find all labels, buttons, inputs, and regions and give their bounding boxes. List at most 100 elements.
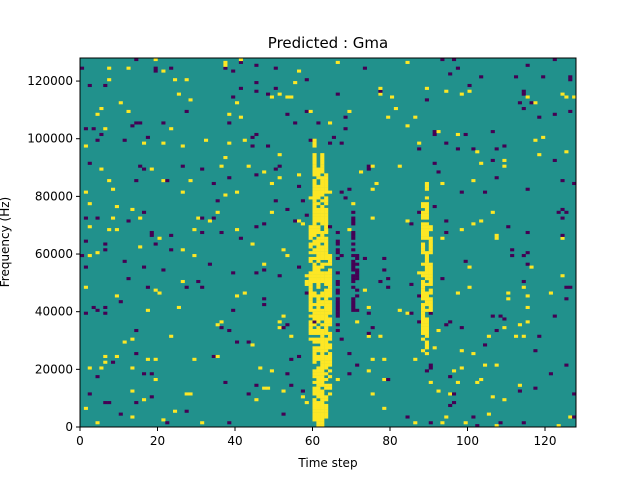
- heatmap-cell: [405, 219, 410, 223]
- heatmap-cell: [308, 300, 313, 304]
- heatmap-cell: [479, 161, 484, 165]
- heatmap-cell: [486, 334, 491, 338]
- heatmap-cell: [355, 294, 360, 298]
- heatmap-cell: [223, 60, 228, 64]
- heatmap-cell: [254, 63, 259, 67]
- heatmap-cell: [548, 291, 553, 295]
- heatmap-cell: [153, 377, 158, 382]
- heatmap-cell: [262, 297, 267, 301]
- heatmap-cell: [308, 228, 313, 232]
- heatmap-cell: [293, 121, 298, 125]
- heatmap-cell: [463, 132, 468, 137]
- heatmap-cell: [122, 340, 127, 344]
- heatmap-cell: [537, 153, 542, 157]
- x-tick-label: 100: [456, 434, 479, 448]
- heatmap-cell: [467, 89, 472, 93]
- heatmap-cell: [312, 262, 317, 266]
- heatmap-cell: [324, 377, 329, 382]
- heatmap-cell: [432, 130, 437, 134]
- heatmap-cell: [320, 222, 325, 226]
- heatmap-cell: [254, 271, 259, 275]
- heatmap-cell: [444, 89, 449, 93]
- heatmap-cell: [316, 377, 321, 382]
- heatmap-cell: [312, 210, 317, 214]
- heatmap-cell: [494, 147, 499, 151]
- heatmap-cell: [428, 303, 433, 307]
- heatmap-cell: [444, 230, 449, 235]
- heatmap-cell: [312, 225, 317, 229]
- heatmap-cell: [316, 424, 321, 428]
- heatmap-cell: [324, 236, 329, 240]
- heatmap-cell: [316, 326, 321, 330]
- heatmap-cell: [424, 187, 429, 191]
- heatmap-cell: [312, 248, 317, 252]
- heatmap-cell: [316, 190, 321, 194]
- x-tick-label: 120: [534, 434, 557, 448]
- heatmap-cell: [308, 138, 313, 142]
- heatmap-cell: [475, 380, 480, 384]
- heatmap-cell: [564, 95, 569, 99]
- heatmap-cell: [320, 403, 325, 408]
- heatmap-cell: [312, 398, 317, 402]
- heatmap-cell: [320, 262, 325, 266]
- heatmap-cell: [83, 216, 88, 220]
- heatmap-cell: [529, 265, 534, 269]
- heatmap-cell: [161, 121, 166, 125]
- heatmap-cell: [142, 141, 147, 145]
- heatmap-cell: [316, 259, 321, 263]
- heatmap-cell: [277, 320, 282, 324]
- heatmap-cell: [328, 317, 333, 321]
- heatmap-cell: [324, 323, 329, 327]
- heatmap-cell: [343, 115, 348, 119]
- heatmap-cell: [393, 107, 398, 111]
- heatmap-cell: [269, 181, 274, 186]
- heatmap-cell: [320, 314, 325, 318]
- heatmap-cell: [138, 121, 143, 125]
- heatmap-cell: [246, 340, 251, 344]
- heatmap-cell: [320, 277, 325, 281]
- heatmap-cell: [331, 135, 336, 139]
- heatmap-cell: [525, 251, 530, 255]
- heatmap-cell: [103, 83, 108, 88]
- heatmap-cell: [223, 156, 228, 160]
- heatmap-cell: [173, 409, 178, 413]
- heatmap-cell: [316, 421, 321, 425]
- heatmap-cell: [335, 242, 340, 246]
- heatmap-cell: [386, 285, 391, 289]
- heatmap-cell: [320, 421, 325, 425]
- heatmap-cell: [324, 274, 329, 278]
- heatmap-cell: [424, 213, 429, 217]
- heatmap-cell: [107, 66, 112, 70]
- heatmap-cell: [145, 357, 150, 361]
- heatmap-cell: [316, 340, 321, 344]
- heatmap-cell: [424, 317, 429, 321]
- heatmap-cell: [312, 161, 317, 165]
- heatmap-cell: [316, 202, 321, 206]
- heatmap-cell: [103, 354, 108, 359]
- heatmap-cell: [316, 254, 321, 258]
- heatmap-cell: [335, 303, 340, 307]
- heatmap-cell: [250, 135, 255, 139]
- heatmap-cell: [95, 112, 100, 116]
- heatmap-cell: [386, 115, 391, 119]
- heatmap-cell: [421, 288, 426, 292]
- heatmap-cell: [312, 308, 317, 312]
- heatmap-cell: [320, 170, 325, 174]
- heatmap-cell: [432, 132, 437, 137]
- heatmap-cell: [324, 343, 329, 347]
- heatmap-cell: [351, 300, 356, 304]
- heatmap-cell: [335, 230, 340, 235]
- heatmap-cell: [126, 219, 131, 223]
- heatmap-cell: [316, 242, 321, 246]
- heatmap-cell: [153, 69, 158, 73]
- heatmap-cell: [537, 334, 542, 338]
- heatmap-cell: [320, 265, 325, 269]
- heatmap-cell: [324, 202, 329, 206]
- heatmap-cell: [262, 268, 267, 272]
- heatmap-cell: [421, 202, 426, 206]
- heatmap-cell: [235, 294, 240, 298]
- heatmap-cell: [324, 213, 329, 217]
- heatmap-cell: [161, 418, 166, 422]
- heatmap-cell: [355, 308, 360, 312]
- heatmap-cell: [308, 282, 313, 286]
